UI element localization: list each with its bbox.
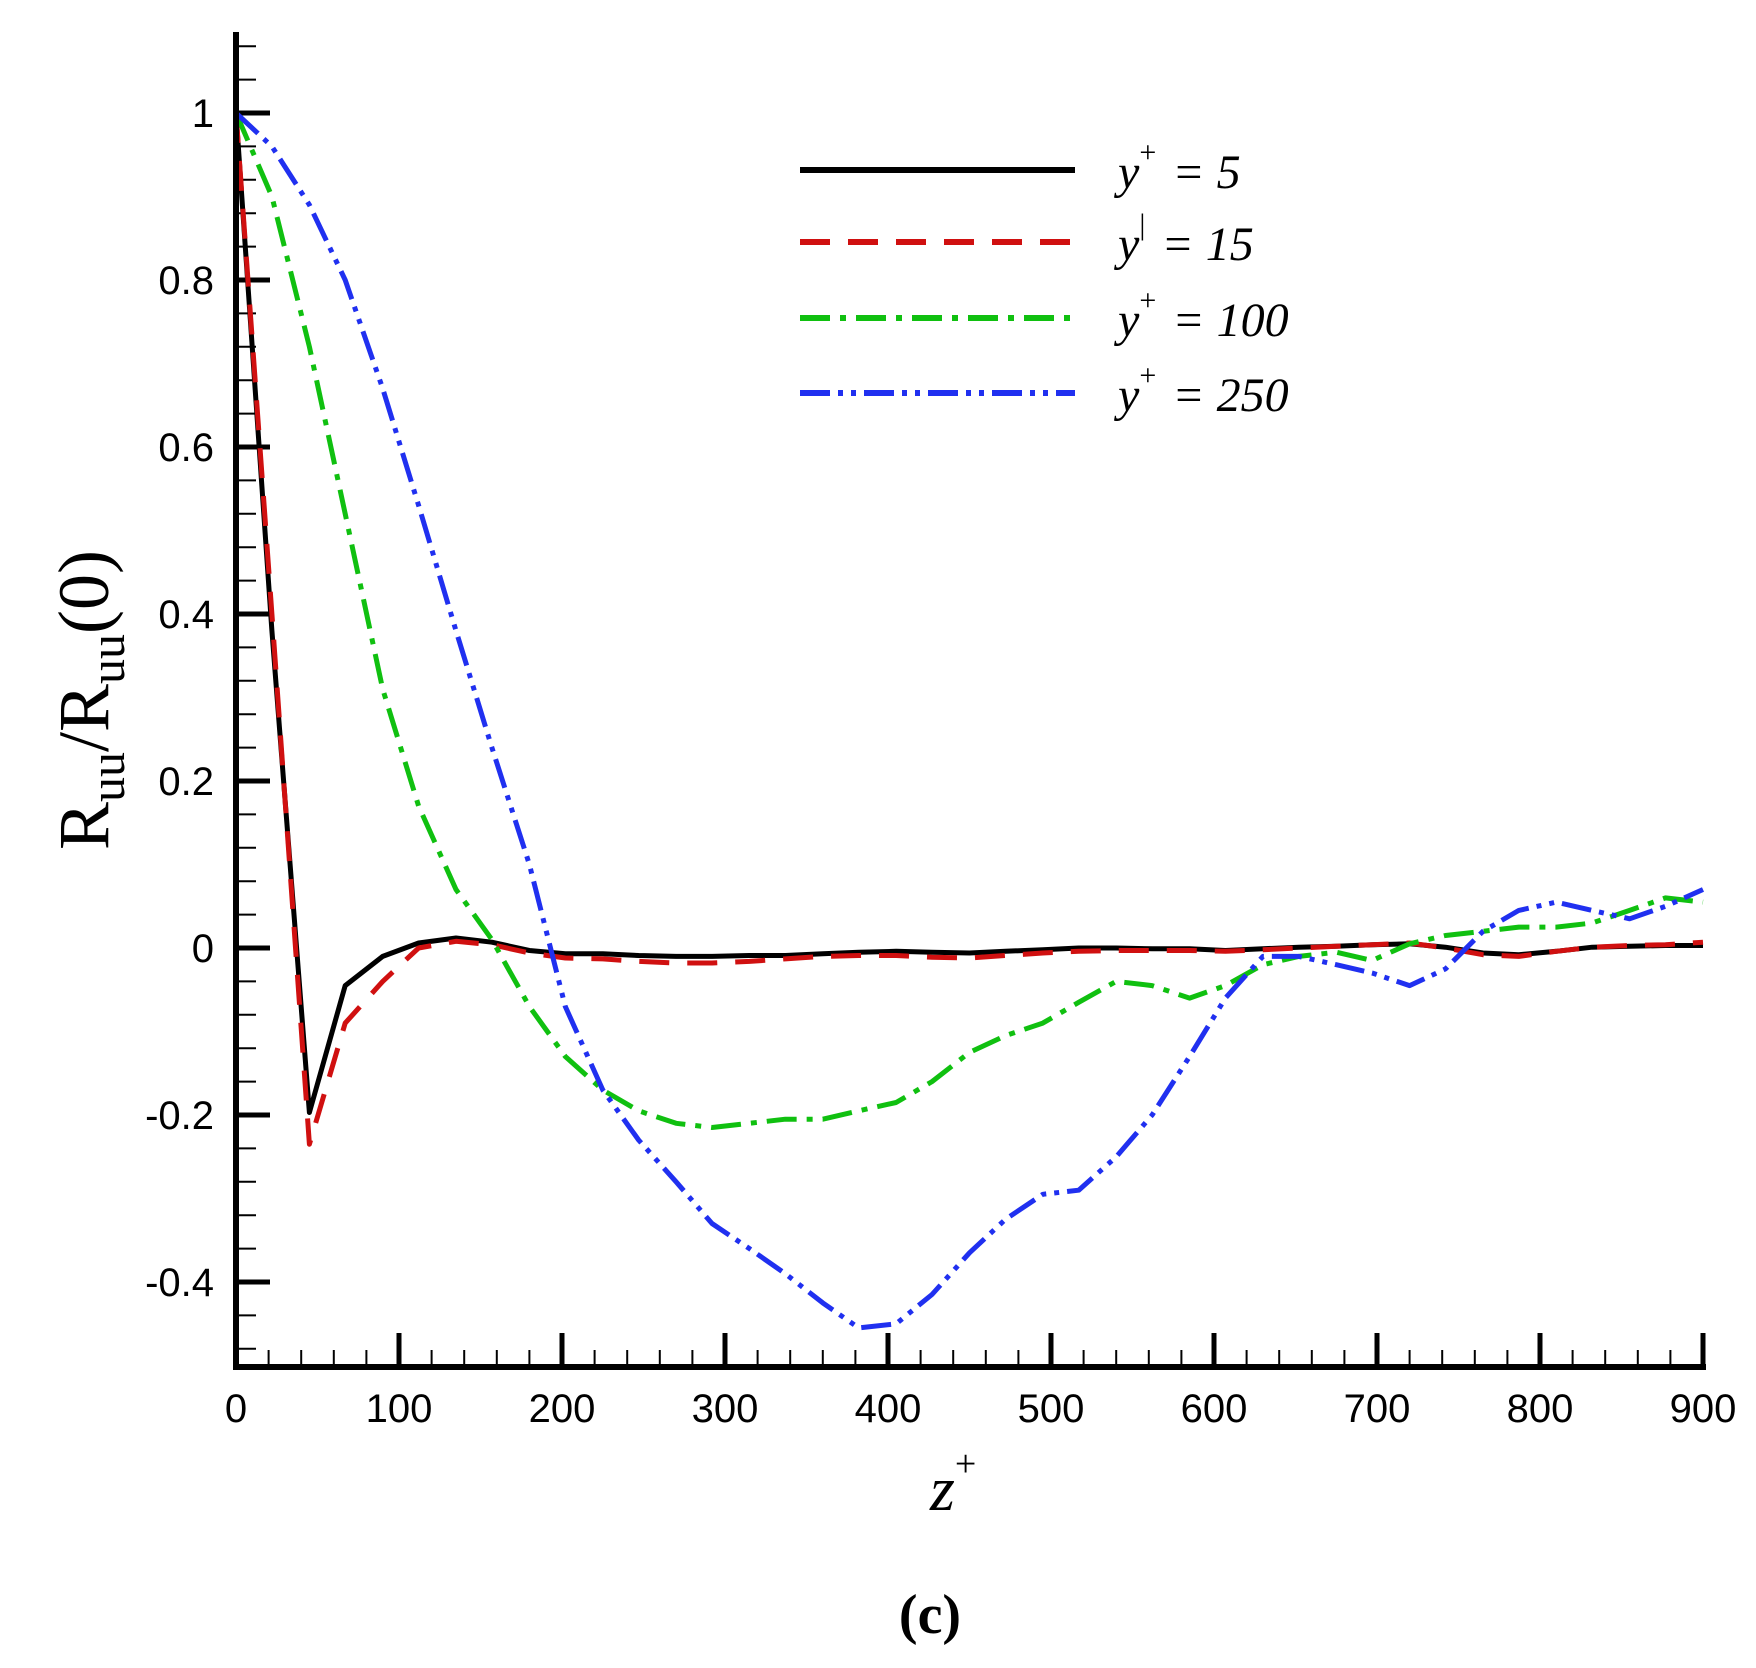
y-axis-title-r2: R	[44, 684, 124, 732]
series-line-2	[233, 112, 1704, 1147]
legend-label-var: y	[1113, 294, 1140, 347]
x-axis-title: z+	[929, 1443, 976, 1524]
y-axis-title-tail: (0)	[44, 550, 124, 634]
y-tick-label: 0	[192, 927, 214, 971]
legend-label-sup: |	[1139, 208, 1145, 241]
axes	[233, 32, 1706, 1370]
legend-label-value: = 100	[1160, 294, 1288, 347]
x-tick-label: 400	[855, 1387, 922, 1431]
legend-label-4: y+ = 250	[1113, 359, 1289, 422]
series-line-4	[234, 111, 1705, 1331]
legend-label-sup: +	[1139, 136, 1156, 169]
series-lines	[233, 111, 1705, 1331]
legend-label-var: y	[1113, 218, 1140, 271]
y-tick-label: -0.4	[145, 1261, 214, 1305]
panel-label: (c)	[899, 1584, 961, 1646]
y-axis-title-r1: R	[44, 802, 124, 850]
y-tick-label: 0.2	[158, 760, 214, 804]
y-tick-label: 1	[192, 92, 214, 136]
y-axis-title: Ruu/Ruu(0)	[44, 550, 135, 850]
legend-label-3: y+ = 100	[1113, 284, 1289, 347]
x-tick-label: 700	[1344, 1387, 1411, 1431]
legend-label-var: y	[1113, 369, 1140, 422]
series-line-3	[233, 112, 1704, 1130]
x-axis-title-main: z	[929, 1453, 955, 1524]
y-axis-title-slash: /	[44, 732, 124, 752]
legend-label-value: = 15	[1149, 218, 1253, 271]
x-tick-label: 900	[1670, 1387, 1737, 1431]
y-axis-title-s2: uu	[79, 634, 135, 684]
legend-label-1: y+ = 5	[1113, 136, 1241, 199]
x-tick-label: 0	[225, 1387, 247, 1431]
tick-marks	[233, 45, 1706, 1367]
x-tick-label: 100	[366, 1387, 433, 1431]
series-line-1	[233, 112, 1703, 1115]
y-tick-label: -0.2	[145, 1094, 214, 1138]
y-axis-title-s1: uu	[79, 752, 135, 802]
legend-label-var: y	[1113, 146, 1140, 199]
legend-label-value: = 5	[1160, 146, 1240, 199]
x-tick-label: 500	[1018, 1387, 1085, 1431]
x-tick-label: 200	[529, 1387, 596, 1431]
legend-label-sup: +	[1139, 284, 1156, 317]
x-tick-label: 600	[1181, 1387, 1248, 1431]
y-tick-labels: -0.4 -0.2 0 0.2 0.4 0.6 0.8 1	[145, 92, 214, 1305]
legend-label-2: y| = 15	[1113, 208, 1254, 271]
y-tick-label: 0.8	[158, 259, 214, 303]
y-tick-label: 0.6	[158, 426, 214, 470]
x-tick-label: 300	[692, 1387, 759, 1431]
legend-label-sup: +	[1139, 359, 1156, 392]
legend-label-value: = 250	[1160, 369, 1288, 422]
x-tick-labels: 0 100 200 300 400 500 600 700 800 900	[225, 1387, 1737, 1431]
x-tick-label: 800	[1507, 1387, 1574, 1431]
y-tick-label: 0.4	[158, 593, 214, 637]
x-axis-title-sup: +	[955, 1443, 976, 1485]
